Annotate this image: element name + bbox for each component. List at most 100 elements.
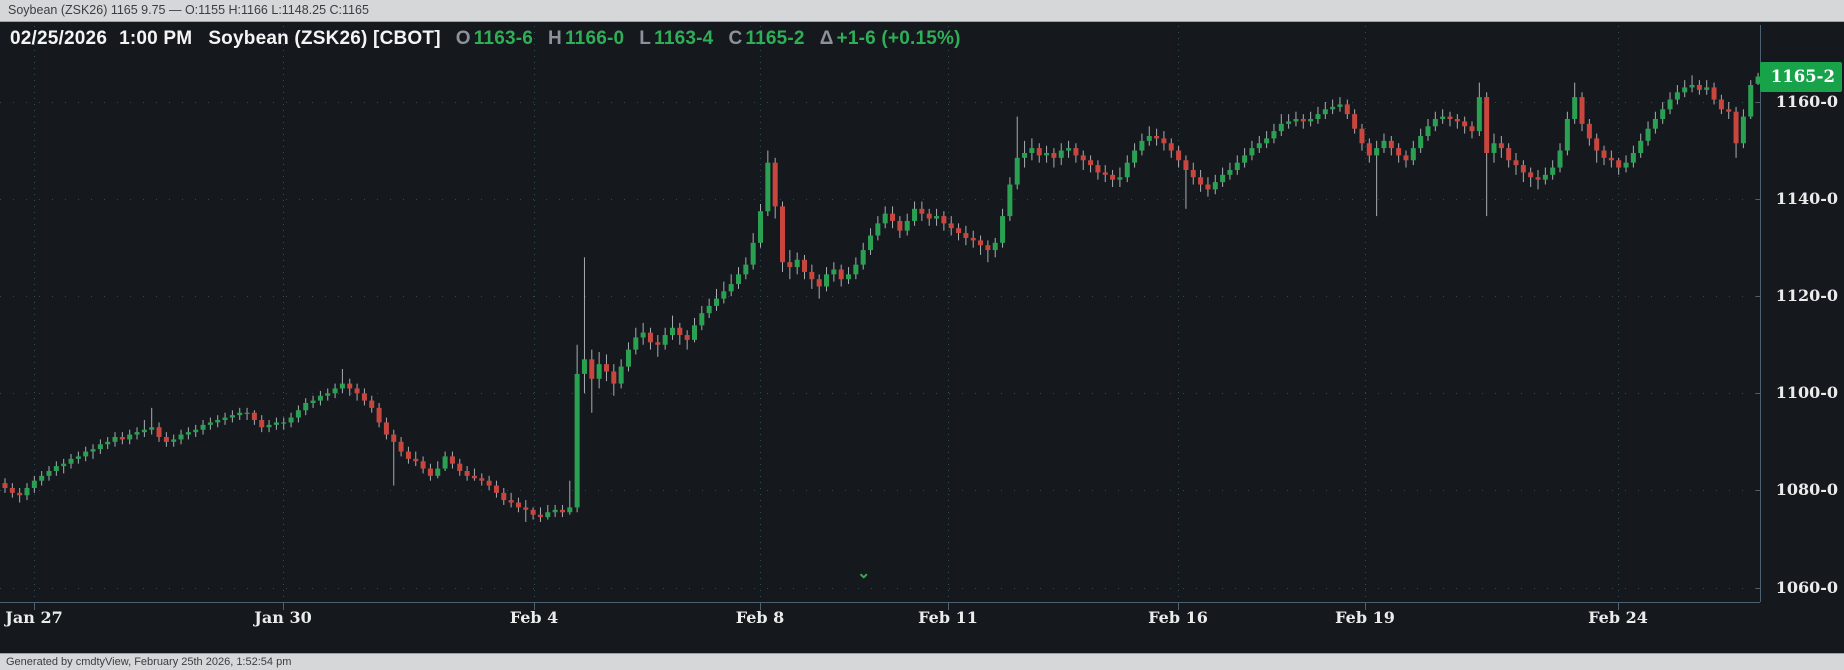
x-axis-label: Feb 11 <box>918 608 978 627</box>
candle-body <box>1212 182 1218 190</box>
candle-body <box>530 509 536 515</box>
candle <box>1007 177 1013 221</box>
candle <box>1726 102 1732 119</box>
candle <box>1520 160 1526 183</box>
candle-body <box>1454 118 1460 122</box>
x-axis-label: Feb 4 <box>509 608 559 627</box>
candle-body <box>596 364 602 379</box>
candle <box>281 417 287 430</box>
candle <box>1256 135 1262 153</box>
candle <box>1586 118 1592 146</box>
candle-body <box>1586 123 1592 139</box>
candle-body <box>1674 92 1680 100</box>
candle-body <box>1315 114 1321 119</box>
candle <box>391 429 397 486</box>
candle-body <box>523 507 529 510</box>
candle-body <box>567 507 573 513</box>
candle <box>266 420 272 433</box>
candle-body <box>1601 150 1607 158</box>
candle <box>890 206 896 229</box>
candle-body <box>794 259 800 268</box>
candle-body <box>288 417 294 423</box>
candle <box>1183 155 1189 209</box>
candle <box>1168 138 1174 158</box>
candle <box>332 383 338 399</box>
candle <box>383 417 389 440</box>
candle <box>596 352 602 389</box>
candle-body <box>1190 169 1196 178</box>
candle-body <box>1704 87 1710 90</box>
candle-body <box>149 427 155 430</box>
candle <box>956 223 962 241</box>
last-price-tag[interactable]: 1165-2 <box>1760 62 1842 92</box>
candle <box>1124 155 1130 183</box>
price-chart-plot[interactable] <box>0 22 1844 653</box>
candle <box>464 466 470 481</box>
candle <box>1454 114 1460 129</box>
candle-body <box>457 463 463 471</box>
candle-body <box>1183 160 1189 170</box>
candle <box>948 216 954 236</box>
candle-body <box>1432 118 1438 127</box>
candle-body <box>963 233 969 238</box>
candle-body <box>728 284 734 292</box>
candle <box>1198 169 1204 192</box>
candle <box>970 230 976 248</box>
chart-area[interactable]: 02/25/2026 1:00 PM Soybean (ZSK26) [CBOT] O… <box>0 22 1844 653</box>
x-axis-label: Feb 19 <box>1335 608 1395 627</box>
candle <box>435 461 441 479</box>
candle <box>39 470 45 486</box>
candle-body <box>985 245 991 251</box>
candle <box>207 417 213 430</box>
candle <box>398 436 404 457</box>
candle <box>963 225 969 246</box>
candle-body <box>1469 126 1475 132</box>
candle-body <box>1535 177 1541 180</box>
candle-body <box>1146 135 1152 141</box>
event-marker-icon: ⌄ <box>857 565 871 582</box>
candle <box>625 342 631 372</box>
candle <box>868 228 874 255</box>
candle-body <box>882 213 888 224</box>
candle-body <box>772 162 778 207</box>
candle <box>1396 143 1402 163</box>
candle-body <box>1506 148 1512 161</box>
candle-body <box>1381 140 1387 149</box>
candle-body <box>1080 155 1086 161</box>
candle <box>1036 143 1042 163</box>
candles-layer <box>2 72 1761 522</box>
candle-body <box>1036 148 1042 156</box>
candle <box>222 412 228 425</box>
candle-body <box>603 364 609 372</box>
candle <box>934 208 940 226</box>
candle-body <box>1726 109 1732 112</box>
candle <box>1711 82 1717 105</box>
candle <box>1176 145 1182 168</box>
candle-body <box>53 466 59 471</box>
candle-body <box>9 487 15 493</box>
candle <box>1359 123 1365 151</box>
candle-body <box>1498 143 1504 149</box>
candle <box>413 451 419 467</box>
candle-body <box>449 456 455 464</box>
candle <box>1674 85 1680 105</box>
candle-body <box>1359 128 1365 144</box>
candle <box>838 264 844 287</box>
candle-body <box>802 259 808 272</box>
candle-body <box>780 206 786 263</box>
candle <box>1132 143 1138 168</box>
candle <box>765 150 771 217</box>
candle <box>105 436 111 450</box>
candle-body <box>934 216 940 219</box>
close-label: C <box>728 28 743 49</box>
candle-body <box>655 342 661 345</box>
candle-body <box>691 325 697 340</box>
candle <box>1484 92 1490 217</box>
candle <box>559 504 565 518</box>
candle-body <box>376 407 382 423</box>
candle-body <box>669 327 675 336</box>
candle <box>61 458 67 474</box>
candle-body <box>295 410 301 418</box>
candle-body <box>310 400 316 404</box>
candle <box>1271 123 1277 144</box>
